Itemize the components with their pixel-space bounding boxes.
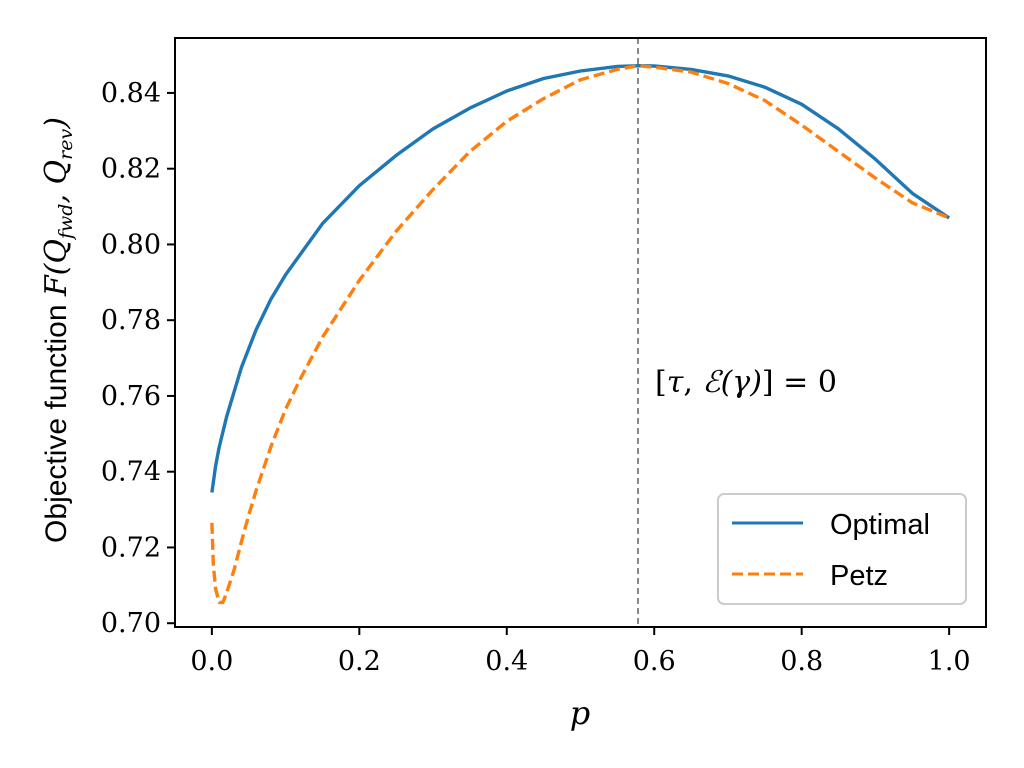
vline-annotation-open: [ xyxy=(655,365,667,400)
y-tick-label: 0.82 xyxy=(101,154,161,185)
axes-frame xyxy=(174,37,987,628)
legend: Optimal Petz xyxy=(717,493,967,605)
x-axis-label: p xyxy=(570,694,590,732)
series-line-petz xyxy=(210,63,950,605)
y-axis-label-F: F xyxy=(39,274,74,297)
x-tick-label: 0.8 xyxy=(780,646,823,677)
y-axis-label-Q2: Q xyxy=(39,160,74,185)
y-tick-label: 0.72 xyxy=(101,532,161,563)
y-axis-label-prefix: Objective function xyxy=(40,296,73,543)
y-tick-label: 0.78 xyxy=(101,305,161,336)
plot-area: 0.0 0.2 0.4 0.6 0.8 1.0 0.70 0.72 0.74 0.76 0.78 0.… xyxy=(101,37,987,677)
x-tick-label: 0.6 xyxy=(633,646,676,677)
vline-annotation-comma: , xyxy=(683,365,702,400)
vline-annotation-E: ℰ xyxy=(702,365,723,400)
y-tick-label: 0.84 xyxy=(101,78,161,109)
svg-text:Objective function F(Qfwd, Qre: Objective function F(Qfwd, Qrev) xyxy=(39,117,77,543)
x-tick-label: 0.4 xyxy=(485,646,528,677)
x-tick-label: 1.0 xyxy=(928,646,971,677)
y-axis-label: Objective function F(Qfwd, Qrev) xyxy=(39,117,77,543)
vline-annotation-tau: τ xyxy=(667,365,684,400)
x-tick-label: 0.0 xyxy=(190,646,233,677)
y-axis-label-sub-fwd: fwd xyxy=(55,204,77,241)
x-tick-label: 0.2 xyxy=(338,646,381,677)
y-tick-label: 0.76 xyxy=(101,381,161,412)
legend-label-optimal: Optimal xyxy=(830,509,930,541)
legend-label-petz: Petz xyxy=(830,560,888,592)
y-tick-label: 0.74 xyxy=(101,457,161,488)
y-tick-label: 0.80 xyxy=(101,229,161,260)
y-axis-label-sub-rev: rev xyxy=(55,129,77,160)
y-axis-label-Q1: Q xyxy=(39,239,74,264)
y-tick-label: 0.70 xyxy=(101,608,161,639)
series-line-optimal xyxy=(210,63,951,493)
vline-annotation-gamma: (γ) xyxy=(721,365,762,400)
vline-annotation-close: ] = 0 xyxy=(762,365,837,400)
vline-annotation: [τ, ℰ(γ)] = 0 xyxy=(655,365,837,400)
